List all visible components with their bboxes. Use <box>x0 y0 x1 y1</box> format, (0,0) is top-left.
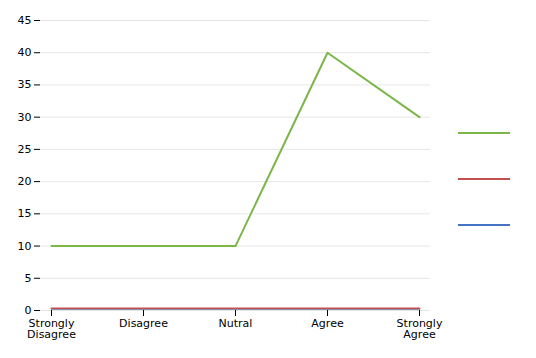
svg-text:25: 25 <box>18 143 32 156</box>
svg-text:45: 45 <box>18 14 32 27</box>
svg-text:20: 20 <box>18 175 32 188</box>
svg-text:StronglyAgree: StronglyAgree <box>397 317 443 341</box>
svg-text:Nutral: Nutral <box>219 317 253 330</box>
svg-text:Agree: Agree <box>311 317 344 330</box>
svg-text:35: 35 <box>18 78 32 91</box>
svg-text:Disagree: Disagree <box>119 317 168 330</box>
svg-text:15: 15 <box>18 207 32 220</box>
svg-text:5: 5 <box>25 272 32 285</box>
svg-text:30: 30 <box>18 111 32 124</box>
svg-text:StronglyDisagree: StronglyDisagree <box>27 317 76 341</box>
svg-text:10: 10 <box>18 240 32 253</box>
svg-text:40: 40 <box>18 46 32 59</box>
svg-text:0: 0 <box>25 304 32 317</box>
